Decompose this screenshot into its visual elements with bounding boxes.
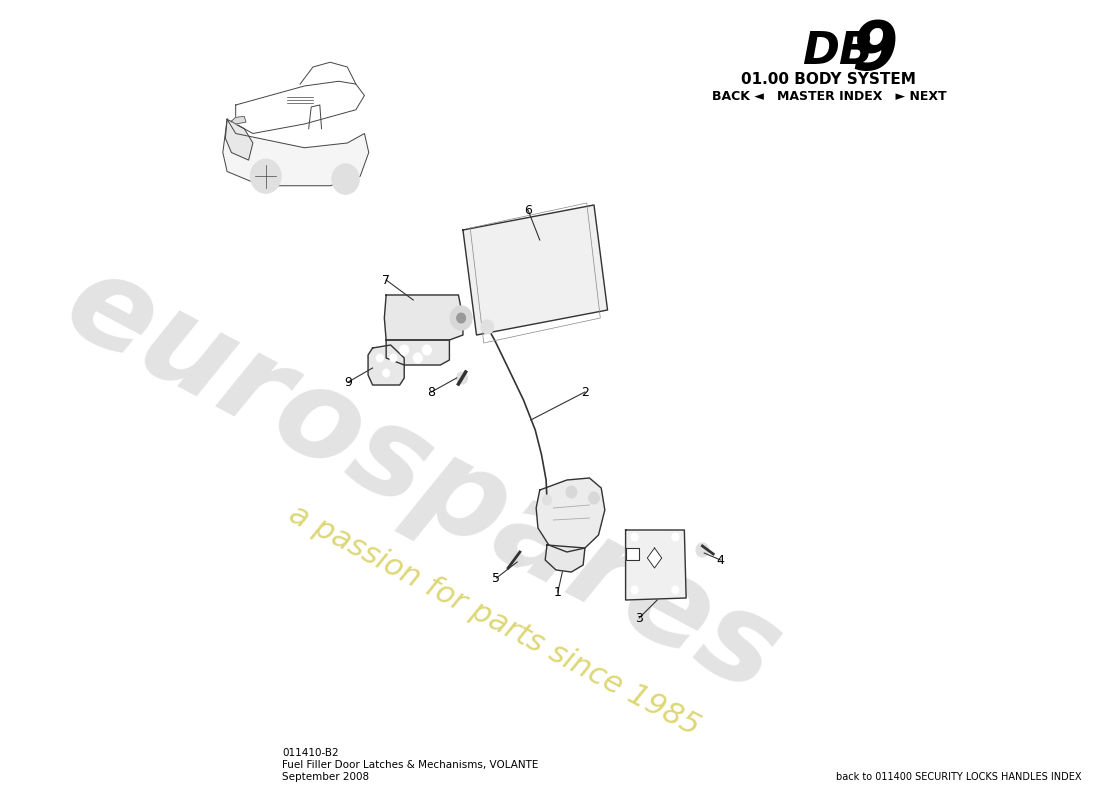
Circle shape <box>672 533 679 541</box>
Text: 3: 3 <box>635 611 643 625</box>
Polygon shape <box>647 548 662 568</box>
Circle shape <box>631 586 638 594</box>
Circle shape <box>456 313 465 323</box>
Circle shape <box>450 306 472 330</box>
Circle shape <box>383 369 389 377</box>
Circle shape <box>542 495 551 505</box>
Polygon shape <box>463 205 607 335</box>
Polygon shape <box>626 548 639 560</box>
Circle shape <box>672 586 679 594</box>
Text: DB: DB <box>802 30 872 73</box>
Text: eurospares: eurospares <box>45 241 800 719</box>
Circle shape <box>422 345 431 355</box>
Circle shape <box>399 345 409 355</box>
Polygon shape <box>384 295 463 340</box>
Polygon shape <box>386 340 450 365</box>
Polygon shape <box>626 530 686 600</box>
Polygon shape <box>226 119 253 160</box>
Polygon shape <box>536 478 605 552</box>
Text: 011410-B2: 011410-B2 <box>283 748 339 758</box>
Text: 2: 2 <box>581 386 589 398</box>
Polygon shape <box>546 545 585 572</box>
Circle shape <box>696 543 708 557</box>
Text: 7: 7 <box>382 274 390 286</box>
Text: a passion for parts since 1985: a passion for parts since 1985 <box>284 499 705 741</box>
Text: 1: 1 <box>554 586 562 598</box>
Circle shape <box>414 353 422 363</box>
Polygon shape <box>231 116 246 124</box>
Text: 5: 5 <box>493 571 500 585</box>
Circle shape <box>251 159 282 194</box>
Text: BACK ◄   MASTER INDEX   ► NEXT: BACK ◄ MASTER INDEX ► NEXT <box>712 90 946 103</box>
Circle shape <box>376 354 384 362</box>
Text: September 2008: September 2008 <box>283 772 370 782</box>
Text: 4: 4 <box>716 554 725 566</box>
Text: 9: 9 <box>851 18 898 84</box>
Circle shape <box>332 164 360 194</box>
Text: 6: 6 <box>524 203 532 217</box>
Circle shape <box>481 320 494 334</box>
Text: 9: 9 <box>344 375 352 389</box>
Circle shape <box>566 486 576 498</box>
Circle shape <box>510 553 524 567</box>
Circle shape <box>588 492 600 504</box>
Text: back to 011400 SECURITY LOCKS HANDLES INDEX: back to 011400 SECURITY LOCKS HANDLES IN… <box>836 772 1082 782</box>
Circle shape <box>389 354 397 362</box>
Polygon shape <box>223 119 368 186</box>
Text: Fuel Filler Door Latches & Mechanisms, VOLANTE: Fuel Filler Door Latches & Mechanisms, V… <box>283 760 539 770</box>
Text: 01.00 BODY SYSTEM: 01.00 BODY SYSTEM <box>741 72 916 87</box>
Text: 8: 8 <box>427 386 436 398</box>
Polygon shape <box>368 345 404 385</box>
Circle shape <box>456 372 468 384</box>
Circle shape <box>631 533 638 541</box>
